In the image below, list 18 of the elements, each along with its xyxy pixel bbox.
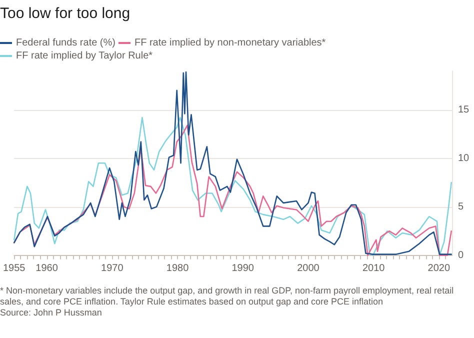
x-tick-label: 1960 bbox=[36, 262, 58, 274]
x-tick-label: 1970 bbox=[101, 262, 124, 274]
x-tick-label: 1955 bbox=[3, 262, 26, 274]
text: * Non-monetary variables include the output gap, and growth in real GDP, non-farm payroll employment, real retail sales, and core PCE inflation. Taylor Rule estimates based on output gap and core PCE inflation bbox=[0, 286, 456, 306]
chart-title: Too low for too long bbox=[0, 5, 130, 22]
y-tick-label: 0 bbox=[458, 250, 464, 261]
y-tick-label: 15 bbox=[458, 104, 470, 116]
x-tick-label: 1990 bbox=[232, 262, 254, 274]
x-tick-label: 2000 bbox=[297, 262, 320, 274]
x-tick-label: 2010 bbox=[362, 262, 386, 274]
x-tick-label: 1980 bbox=[166, 262, 190, 274]
legend-label: FF rate implied by Taylor Rule* bbox=[16, 50, 153, 62]
y-tick-label: 5 bbox=[458, 201, 464, 212]
legend-label: Federal funds rate (%) bbox=[16, 38, 116, 48]
x-tick-label: 2020 bbox=[428, 262, 450, 274]
legend-label: FF rate implied by non-monetary variables* bbox=[134, 38, 326, 48]
y-tick-label: 10 bbox=[458, 152, 470, 164]
source-note: Source: John P Hussman bbox=[0, 308, 102, 318]
